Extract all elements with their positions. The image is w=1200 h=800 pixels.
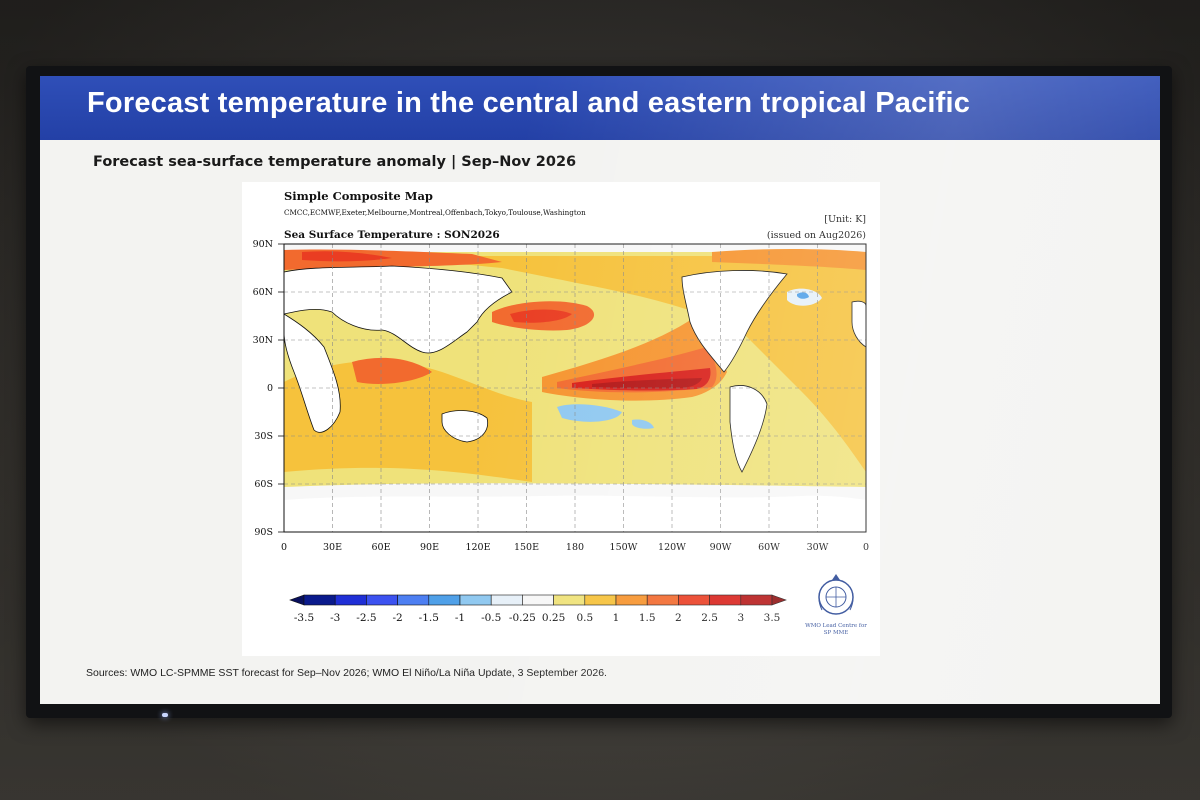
logo-label-line2: SP MME [824, 630, 849, 636]
colorbar-label: -3.5 [294, 612, 314, 624]
latitude-tick-marks [278, 243, 284, 533]
map-heading: Simple Composite Map [284, 189, 433, 203]
lon-tick: 30W [807, 542, 829, 553]
power-indicator-light [162, 713, 168, 717]
colorbar-label: 2 [675, 612, 682, 624]
map-plot-title: Sea Surface Temperature : SON2026 [284, 229, 500, 241]
colorbar-swatch [678, 594, 710, 606]
lon-tick: 150E [514, 542, 539, 553]
longitude-axis: 0 30E 60E 90E 120E 150E 180 150W 120W 90… [281, 542, 869, 553]
logo-label-line1: WMO Lead Centre for [805, 623, 867, 629]
slide-title-bar: Forecast temperature in the central and … [40, 76, 1160, 140]
sst-map-figure: Simple Composite Map CMCC,ECMWF,Exeter,M… [253, 189, 869, 636]
lat-tick: 90N [253, 239, 273, 250]
colorbar-swatch [740, 594, 773, 606]
lon-tick: 90W [710, 542, 732, 553]
lon-tick: 60W [758, 542, 780, 553]
colorbar-swatch [397, 594, 430, 606]
lon-tick: 120E [465, 542, 490, 553]
colorbar-label: -0.5 [481, 612, 501, 624]
colorbar-label: -1.5 [419, 612, 439, 624]
colorbar-label: 3.5 [764, 612, 781, 624]
wmo-emblem-icon [818, 574, 854, 615]
latitude-axis: 90N 60N 30N 0 30S 60S 90S [253, 239, 273, 538]
sources-note: Sources: WMO LC-SPMME SST forecast for S… [86, 667, 607, 679]
colorbar-label: 3 [737, 612, 744, 624]
colorbar-swatch [522, 594, 554, 606]
lon-tick: 30E [323, 542, 342, 553]
colorbar-swatch [490, 594, 523, 606]
colorbar-label: 0.5 [576, 612, 593, 624]
continent-outlines [284, 265, 866, 473]
lat-tick: 30S [254, 431, 273, 442]
lat-tick: 30N [253, 335, 273, 346]
lon-tick: 180 [566, 542, 584, 553]
lat-tick: 60N [253, 287, 273, 298]
colorbar-swatch [334, 594, 367, 606]
colorbar-label: -3 [330, 612, 340, 624]
slide-title: Forecast temperature in the central and … [87, 87, 971, 119]
colorbar-label: -2 [392, 612, 402, 624]
lon-tick: 90E [420, 542, 439, 553]
forecast-figure: Simple Composite Map CMCC,ECMWF,Exeter,M… [242, 182, 880, 656]
colorbar-swatch [366, 594, 398, 606]
colorbar-swatch [459, 594, 492, 606]
colorbar-swatch [646, 594, 679, 606]
lon-tick: 60E [371, 542, 390, 553]
colorbar-swatch [428, 594, 461, 606]
colorbar-max-arrow [771, 594, 787, 606]
presentation-screen: Forecast temperature in the central and … [40, 76, 1160, 704]
colorbar-label: -1 [455, 612, 465, 624]
lat-tick: 90S [254, 527, 273, 538]
colorbar-min-arrow [289, 594, 305, 606]
colorbar-label: 2.5 [701, 612, 718, 624]
map-issued-date: (issued on Aug2026) [767, 230, 866, 241]
colorbar-swatch [303, 594, 336, 606]
colorbar-label: -0.25 [509, 612, 536, 624]
map-centres-list: CMCC,ECMWF,Exeter,Melbourne,Montreal,Off… [284, 208, 586, 217]
lon-tick: 150W [610, 542, 638, 553]
colorbar [289, 594, 787, 606]
colorbar-swatch [709, 594, 742, 606]
lon-tick: 120W [658, 542, 686, 553]
colorbar-label: 0.25 [542, 612, 565, 624]
lat-tick: 60S [254, 479, 273, 490]
colorbar-swatch [615, 594, 648, 606]
colorbar-label: 1 [613, 612, 620, 624]
lon-tick: 0 [281, 542, 287, 553]
colorbar-swatch [553, 594, 586, 606]
map-gridlines [284, 244, 866, 532]
colorbar-label: -2.5 [356, 612, 376, 624]
lat-tick: 0 [267, 383, 273, 394]
slide-subtitle: Forecast sea-surface temperature anomaly… [93, 154, 577, 170]
colorbar-swatch [584, 594, 617, 606]
lon-tick: 0 [863, 542, 869, 553]
map-unit: [Unit: K] [824, 214, 866, 225]
colorbar-labels: -3.5 -3 -2.5 -2 -1.5 -1 -0.5 -0.25 0.25 0.5 1 1.5 2 2… [294, 612, 780, 624]
colorbar-label: 1.5 [639, 612, 656, 624]
